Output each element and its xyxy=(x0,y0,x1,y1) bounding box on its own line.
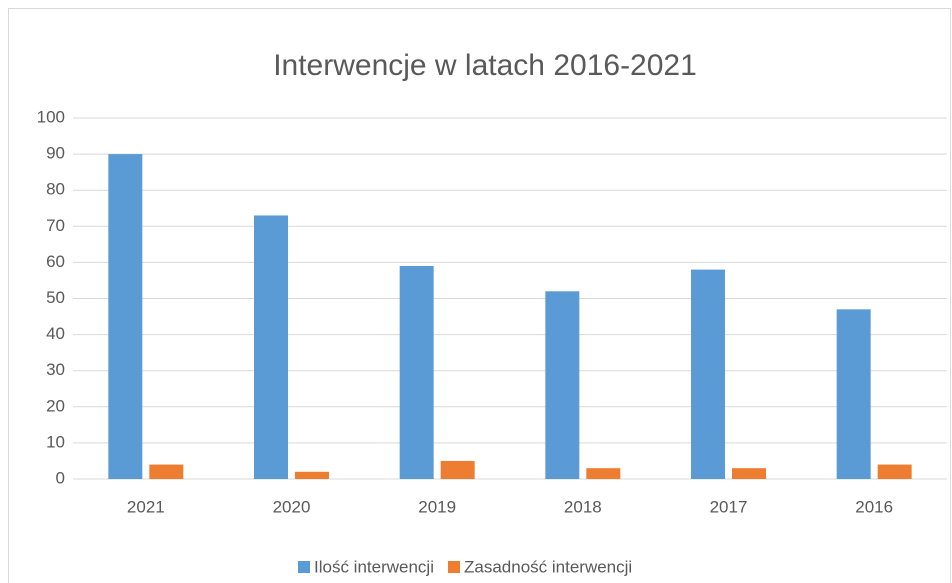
bar xyxy=(586,468,621,479)
bar xyxy=(732,468,766,479)
y-tick-label: 30 xyxy=(46,360,65,379)
y-tick-label: 90 xyxy=(46,144,65,163)
bar xyxy=(295,471,329,479)
chart-title: Interwencje w latach 2016-2021 xyxy=(273,49,697,82)
chart-border xyxy=(8,8,951,583)
y-tick-label: 70 xyxy=(46,216,65,235)
bar xyxy=(399,266,434,479)
legend-swatch xyxy=(298,561,310,573)
legend-label: Ilość interwencji xyxy=(314,557,434,576)
y-tick-label: 60 xyxy=(46,252,65,271)
bar xyxy=(149,464,184,479)
x-tick-label: 2019 xyxy=(418,497,456,516)
bar xyxy=(545,291,580,479)
bar xyxy=(836,309,871,479)
bar xyxy=(691,269,725,479)
bar xyxy=(440,460,475,479)
y-tick-label: 0 xyxy=(56,468,65,487)
y-tick-label: 80 xyxy=(46,180,65,199)
x-tick-label: 2016 xyxy=(855,497,893,516)
bar xyxy=(108,154,143,479)
x-tick-label: 2020 xyxy=(273,497,311,516)
y-tick-label: 100 xyxy=(37,107,65,126)
y-tick-label: 50 xyxy=(46,288,65,307)
y-tick-label: 20 xyxy=(46,396,65,415)
legend-label: Zasadność interwencji xyxy=(464,557,632,576)
y-tick-label: 40 xyxy=(46,324,65,343)
x-tick-label: 2017 xyxy=(710,497,748,516)
bar xyxy=(877,464,912,479)
legend-swatch xyxy=(448,561,460,573)
bar xyxy=(254,215,288,479)
x-tick-label: 2021 xyxy=(127,497,165,516)
y-tick-label: 10 xyxy=(46,432,65,451)
x-tick-label: 2018 xyxy=(564,497,602,516)
